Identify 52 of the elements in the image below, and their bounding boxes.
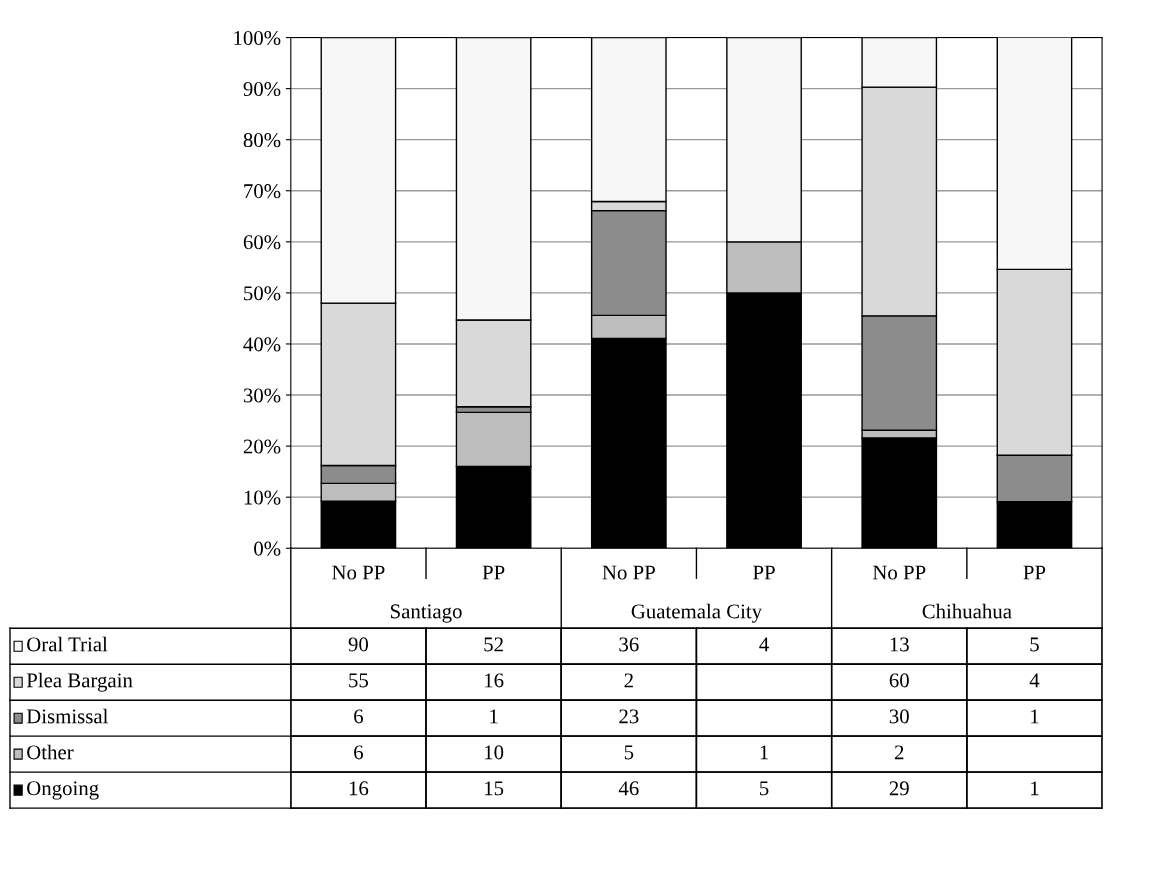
x-tick-label: No PP	[602, 565, 655, 580]
x-tick-label: PP	[482, 565, 505, 580]
data-label: 6	[354, 745, 363, 760]
x-tick-label: PP	[1023, 565, 1046, 580]
x-tick-label: No PP	[332, 565, 385, 580]
data-label: 29	[889, 781, 909, 796]
y-tick-label: 0%	[254, 541, 281, 556]
legend-label: Dismissal	[26, 708, 108, 724]
y-tick-label: 50%	[244, 286, 281, 301]
legend-label: Plea Bargain	[26, 672, 133, 692]
data-label: 13	[890, 637, 909, 652]
data-label: 5	[624, 745, 634, 760]
data-label: 55	[349, 673, 369, 688]
data-label: 30	[889, 709, 909, 724]
data-label: 60	[889, 673, 909, 688]
data-label: 46	[618, 781, 639, 796]
y-tick-label: 30%	[243, 388, 281, 403]
data-label: 4	[759, 637, 769, 652]
data-label: 10	[485, 745, 504, 760]
legend-label: Ongoing	[27, 781, 99, 800]
legend-label: Oral Trial	[27, 636, 108, 652]
data-label: 2	[894, 745, 904, 760]
y-tick-label: 60%	[243, 235, 281, 250]
data-label: 52	[484, 637, 503, 652]
y-tick-label: 20%	[243, 439, 281, 454]
y-tick-label: 100%	[234, 30, 281, 46]
data-label: 5	[1030, 637, 1039, 652]
text: Guatemala City	[631, 603, 763, 623]
data-label: 1	[760, 745, 768, 760]
data-label: 23	[619, 709, 639, 724]
data-label: 16	[349, 781, 369, 796]
y-tick-label: 40%	[243, 337, 281, 352]
data-label: 36	[619, 637, 639, 652]
data-label: 5	[760, 781, 769, 796]
data-label: 6	[354, 709, 363, 724]
y-tick-label: 80%	[243, 133, 281, 148]
x-tick-label: No PP	[872, 565, 926, 580]
text: Chihuahua	[922, 603, 1012, 619]
data-label: 1	[1031, 709, 1039, 724]
y-tick-label: 10%	[244, 490, 281, 505]
data-label: 16	[485, 673, 504, 688]
data-label: 15	[485, 781, 504, 796]
legend-label: Other	[27, 744, 74, 760]
y-tick-label: 70%	[244, 184, 281, 199]
text: Santiago	[390, 604, 462, 623]
data-label: 90	[348, 637, 369, 652]
data-label: 1	[1031, 781, 1039, 796]
data-label: 1	[490, 709, 498, 724]
y-tick-label: 90%	[243, 81, 281, 97]
data-label: 4	[1029, 673, 1040, 688]
x-tick-label: PP	[753, 565, 775, 580]
data-label: 2	[624, 673, 633, 688]
